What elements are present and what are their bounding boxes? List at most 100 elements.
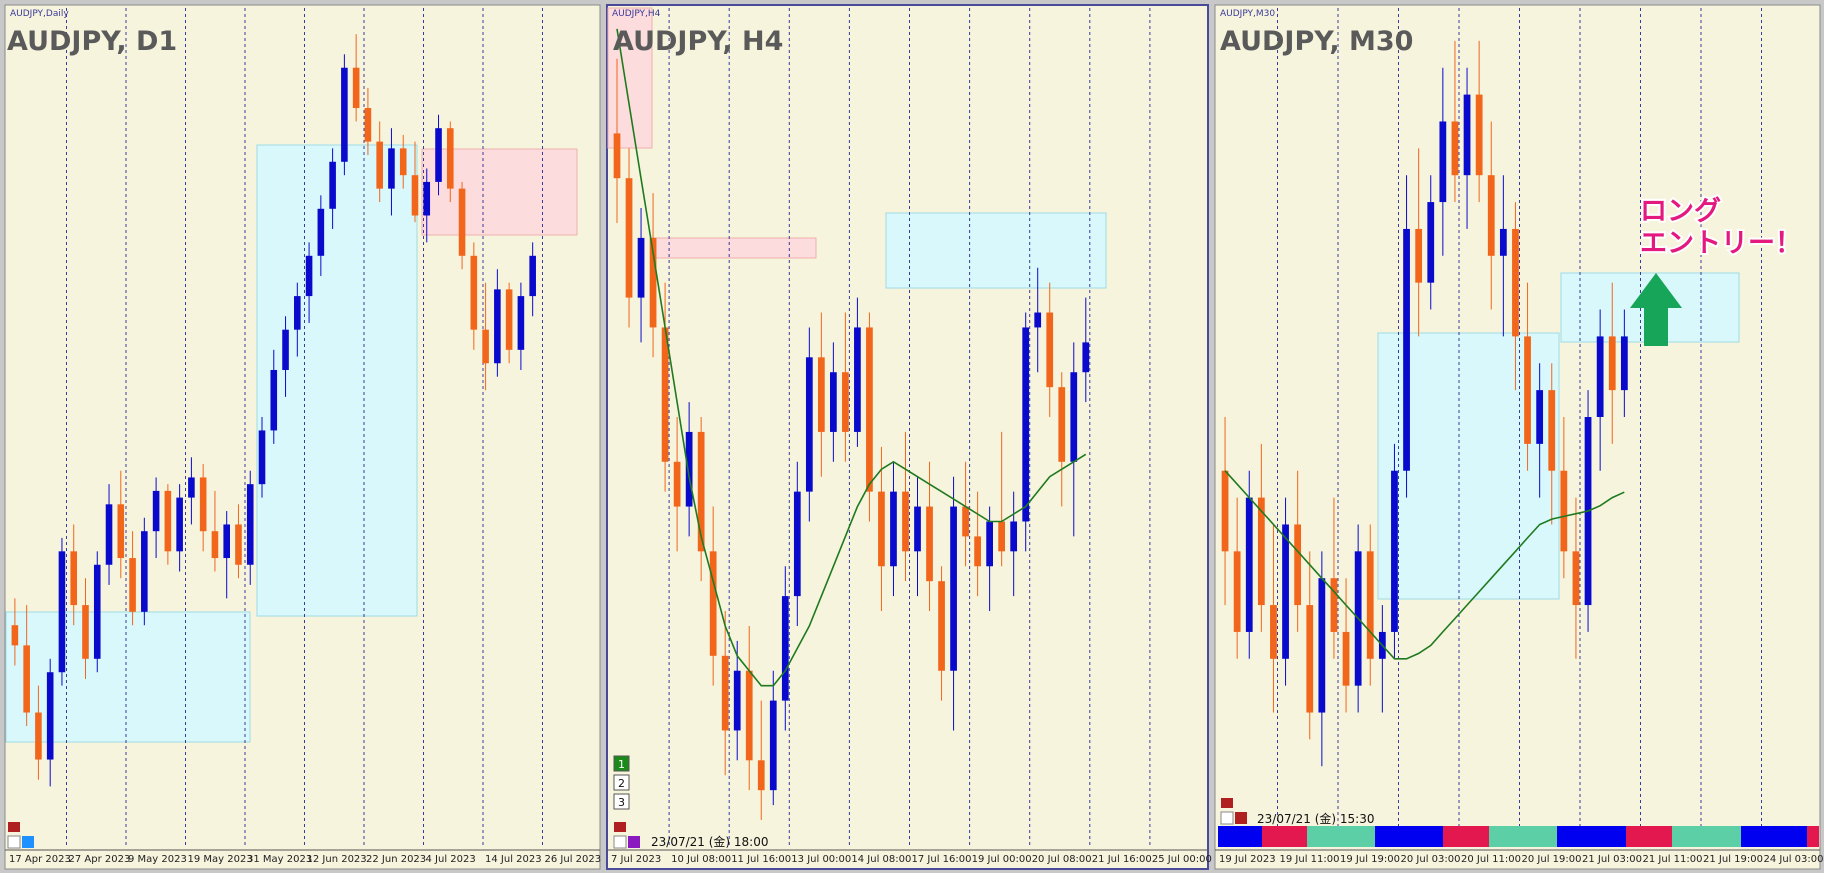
- date-label: 19 Jul 00:00: [972, 854, 1032, 865]
- entry-arrow: [1630, 273, 1682, 346]
- candle-body: [11, 625, 19, 646]
- candle-body: [1427, 202, 1435, 283]
- date-label: 20 Jul 19:00: [1522, 854, 1582, 865]
- close-button[interactable]: [613, 835, 627, 849]
- candle-body: [23, 645, 30, 713]
- menu-button[interactable]: [22, 836, 34, 848]
- candle-body: [1034, 312, 1042, 328]
- panel-bg: [606, 4, 1209, 870]
- date-label: 24 Jul 03:00: [1764, 854, 1824, 865]
- close-button[interactable]: [614, 822, 626, 832]
- candle-body: [352, 67, 360, 109]
- date-label: 19 May 2023: [188, 854, 253, 865]
- candle-body: [1415, 228, 1423, 283]
- date-label: 19 Jul 19:00: [1340, 854, 1400, 865]
- annotation: ロング: [1640, 195, 1721, 227]
- candle-body: [317, 208, 325, 256]
- date-label: 26 Jul 2023: [545, 854, 602, 865]
- candle-body: [1439, 121, 1447, 203]
- menu-button[interactable]: [1235, 812, 1247, 824]
- date-label: 21 Jul 11:00: [1643, 854, 1703, 865]
- candle-body: [470, 255, 478, 330]
- candle-body: [482, 329, 489, 364]
- panel-label: AUDJPY,Daily: [10, 9, 69, 19]
- close-button[interactable]: [1221, 798, 1233, 808]
- level-button[interactable]: [613, 793, 630, 810]
- candle-body: [661, 327, 669, 462]
- date-label: 7 Jul 2023: [611, 854, 661, 865]
- candle-body: [211, 531, 219, 559]
- candle-body: [270, 369, 278, 431]
- close-button[interactable]: [1220, 811, 1234, 825]
- candle-body: [399, 148, 407, 176]
- demand-zone: [256, 144, 418, 617]
- moving-average: [1224, 470, 1625, 660]
- candle-body: [830, 372, 837, 432]
- candle-body: [1536, 390, 1544, 444]
- candle-body: [1487, 175, 1495, 256]
- panel-title: AUDJPY, M30: [1220, 26, 1413, 57]
- panel-title: AUDJPY, D1: [7, 26, 177, 57]
- level-button-label: 3: [618, 796, 625, 809]
- candle-body: [105, 504, 113, 565]
- candle-body: [914, 506, 921, 552]
- candle-body: [1082, 342, 1090, 373]
- date-label: 22 Jun 2023: [366, 854, 426, 865]
- candle-body: [805, 357, 813, 492]
- candle-body: [697, 431, 705, 552]
- candle-body: [649, 237, 657, 328]
- session-strip: [1218, 826, 1819, 847]
- date-label: 14 Jul 08:00: [851, 854, 911, 865]
- candle-body: [998, 521, 1006, 552]
- date-label: 20 Jul 03:00: [1401, 854, 1461, 865]
- level-button[interactable]: [613, 774, 630, 791]
- date-label: 27 Apr 2023: [69, 854, 131, 865]
- candle-body: [376, 141, 383, 189]
- date-label: 25 Jul 00:00: [1152, 854, 1212, 865]
- candle-body: [199, 477, 207, 532]
- candle-body: [625, 178, 633, 298]
- candle-body: [1342, 631, 1350, 686]
- timestamp: 23/07/21 (金) 18:00: [651, 834, 768, 849]
- candle-body: [817, 357, 825, 432]
- candle-body: [1596, 336, 1604, 417]
- candle-body: [950, 506, 957, 671]
- candle-body: [781, 596, 789, 701]
- candle-body: [423, 181, 431, 216]
- candle-body: [1391, 470, 1398, 632]
- candle-body: [329, 161, 336, 209]
- candle-body: [673, 461, 681, 507]
- menu-button[interactable]: [628, 836, 640, 848]
- candle-body: [793, 491, 801, 597]
- supply-zone: [651, 237, 817, 259]
- candle-body: [141, 531, 148, 612]
- candle-body: [1221, 470, 1229, 552]
- candle-body: [1257, 497, 1265, 606]
- candle-body: [1499, 228, 1507, 256]
- annotation: エントリー！: [1640, 228, 1802, 259]
- candle-body: [505, 289, 513, 350]
- demand-zone: [5, 611, 251, 743]
- candle-body: [411, 175, 419, 216]
- candle-body: [1010, 521, 1018, 552]
- close-button[interactable]: [8, 822, 20, 832]
- panel-label: AUDJPY,H4: [612, 9, 661, 19]
- candle-body: [58, 551, 66, 673]
- candle-body: [1282, 524, 1289, 659]
- candle-body: [1318, 578, 1326, 713]
- date-label: 19 Jul 11:00: [1280, 854, 1340, 865]
- panel-title: AUDJPY, H4: [613, 26, 783, 57]
- close-button[interactable]: [7, 835, 21, 849]
- candle-body: [1245, 497, 1253, 632]
- candle-body: [188, 477, 195, 498]
- date-label: 31 May 2023: [247, 854, 312, 865]
- date-label: 20 Jul 11:00: [1461, 854, 1521, 865]
- candle-body: [709, 551, 717, 656]
- level-button-label: 1: [618, 758, 625, 771]
- date-label: 13 Jul 00:00: [791, 854, 851, 865]
- level-button[interactable]: [613, 755, 630, 772]
- candle-body: [152, 490, 160, 532]
- candle-body: [757, 760, 765, 791]
- candle-body: [341, 67, 348, 162]
